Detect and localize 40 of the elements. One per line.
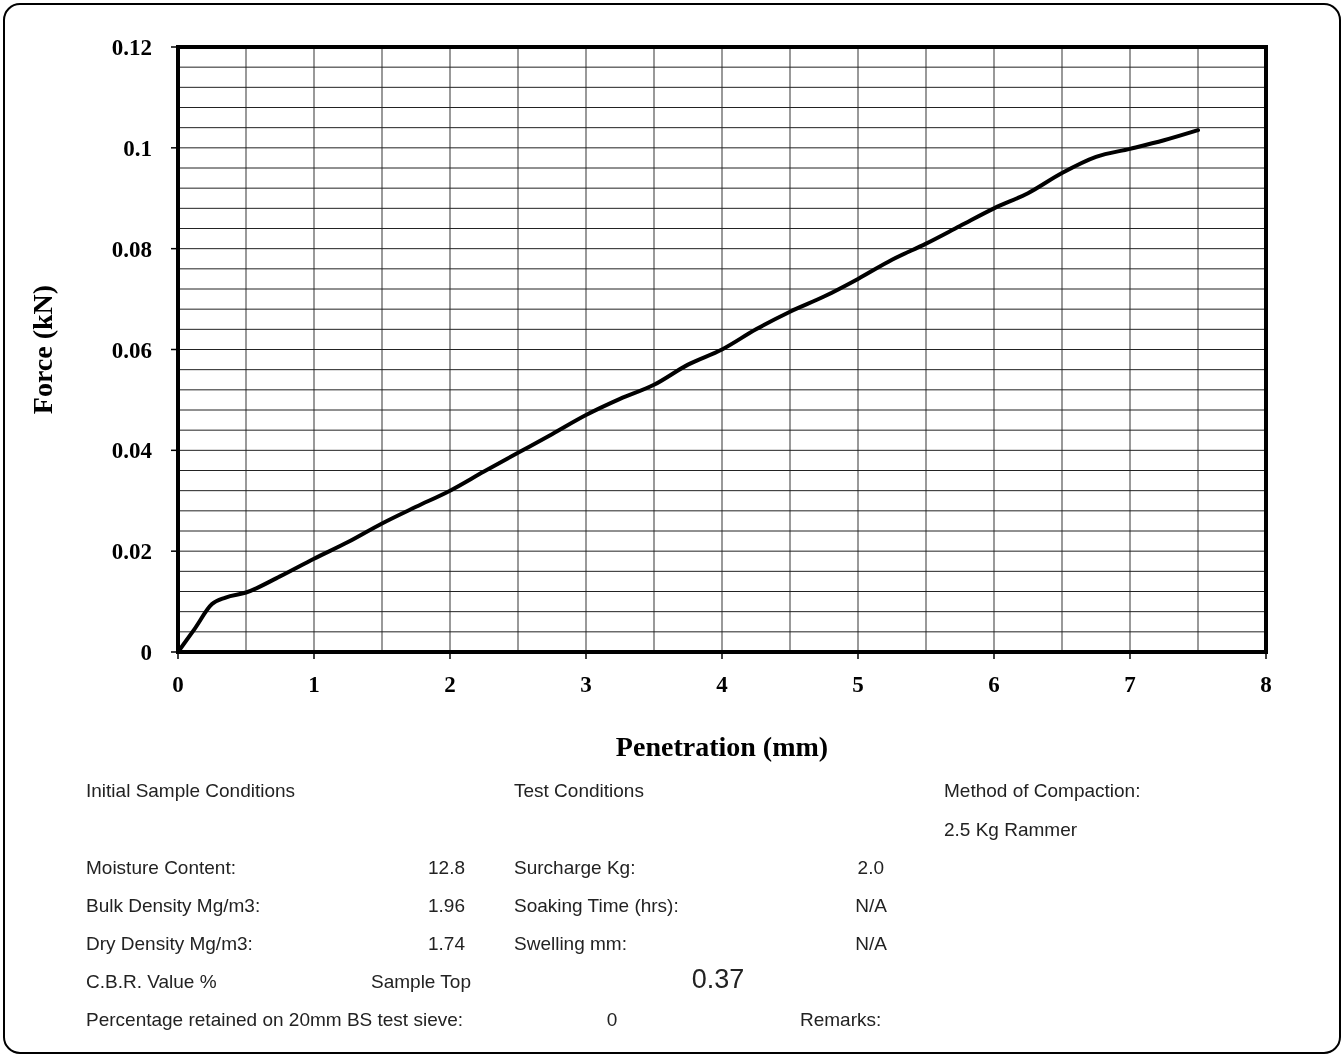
text: Surcharge Kg:	[514, 857, 636, 878]
y-tick-label: 0.1	[123, 135, 152, 161]
text: N/A	[855, 933, 888, 954]
x-tick-label: 6	[988, 672, 1000, 697]
x-tick-label: 4	[716, 672, 729, 697]
text: Dry Density Mg/m3:	[86, 933, 253, 954]
y-tick-label: 0	[140, 640, 152, 665]
text: C.B.R. Value %	[86, 971, 217, 992]
text: 1.74	[428, 933, 466, 954]
text: Bulk Density Mg/m3:	[86, 895, 261, 916]
text: 2.0	[857, 857, 884, 878]
text: Moisture Content:	[86, 857, 236, 878]
text: Soaking Time (hrs):	[514, 895, 679, 916]
y-tick-label: 0.02	[111, 539, 152, 565]
text: 0	[606, 1009, 618, 1030]
x-tick-label: 5	[852, 672, 864, 697]
text: Remarks:	[800, 1009, 882, 1030]
x-tick-label: 2	[444, 672, 456, 697]
y-tick-label: 0.06	[111, 337, 152, 363]
text: Method of Compaction:	[944, 780, 1141, 801]
x-axis-title: Penetration (mm)	[615, 731, 829, 762]
y-axis-title: Force (kN)	[27, 284, 58, 415]
text: Initial Sample Conditions	[86, 780, 296, 801]
text: N/A	[855, 895, 888, 916]
y-tick-label: 0.04	[111, 438, 153, 464]
text: Swelling mm:	[514, 933, 627, 954]
x-tick-label: 7	[1124, 672, 1136, 697]
text: Sample Top	[371, 971, 471, 992]
x-tick-label: 1	[308, 672, 320, 697]
text: Test Conditions	[514, 780, 644, 801]
x-tick-label: 3	[580, 672, 592, 697]
y-tick-label: 0.08	[111, 236, 152, 262]
text: 12.8	[428, 857, 465, 878]
text: 1.96	[428, 895, 465, 916]
text: 0.37	[691, 964, 745, 994]
text: 2.5 Kg Rammer	[944, 819, 1078, 840]
x-tick-label: 8	[1260, 672, 1272, 697]
y-tick-label: 0.12	[111, 35, 152, 60]
text: Percentage retained on 20mm BS test sieve:	[86, 1009, 464, 1030]
x-tick-label: 0	[172, 672, 184, 697]
